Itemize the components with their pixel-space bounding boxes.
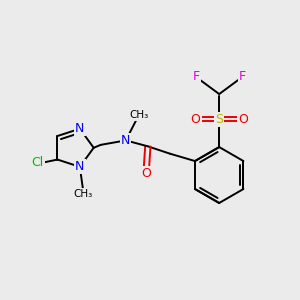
Text: O: O [141, 167, 151, 180]
Text: S: S [215, 112, 223, 126]
Text: CH₃: CH₃ [73, 189, 92, 199]
Text: N: N [75, 160, 85, 173]
Text: O: O [191, 112, 201, 126]
Text: N: N [75, 122, 85, 135]
Text: N: N [121, 134, 130, 147]
Text: F: F [193, 70, 200, 83]
Text: Cl: Cl [31, 156, 44, 169]
Text: CH₃: CH₃ [129, 110, 149, 120]
Text: F: F [238, 70, 246, 83]
Text: O: O [238, 112, 248, 126]
